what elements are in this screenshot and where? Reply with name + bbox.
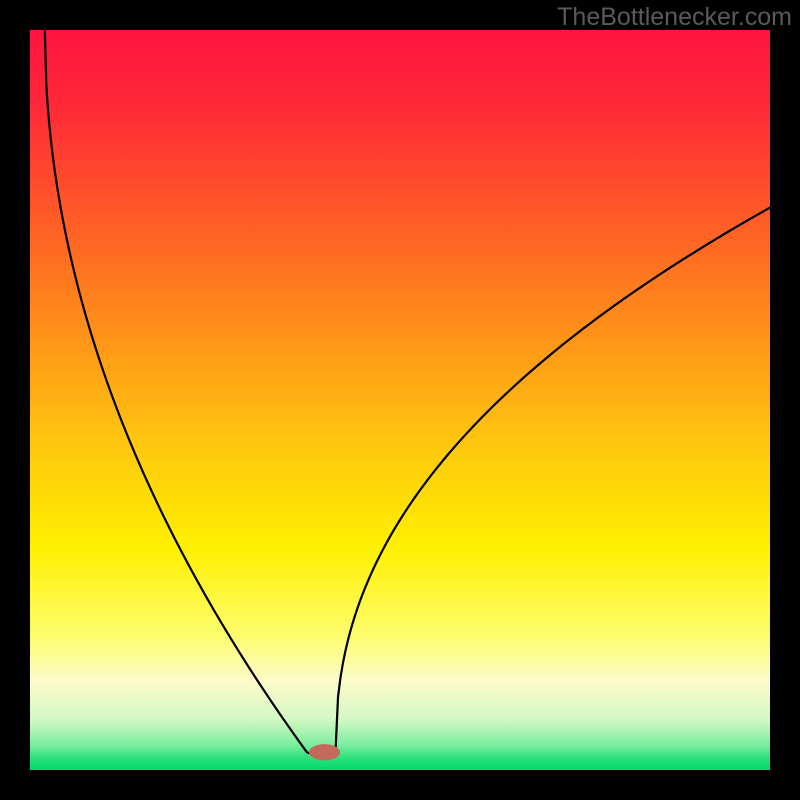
plot-area: [30, 30, 770, 770]
dip-marker: [309, 744, 340, 760]
plot-svg: [30, 30, 770, 770]
outer-border-left: [0, 0, 30, 800]
outer-border-right: [770, 0, 800, 800]
outer-border-bottom: [0, 770, 800, 800]
gradient-background: [30, 30, 770, 770]
watermark-text: TheBottlenecker.com: [557, 3, 792, 32]
chart-root: TheBottlenecker.com: [0, 0, 800, 800]
